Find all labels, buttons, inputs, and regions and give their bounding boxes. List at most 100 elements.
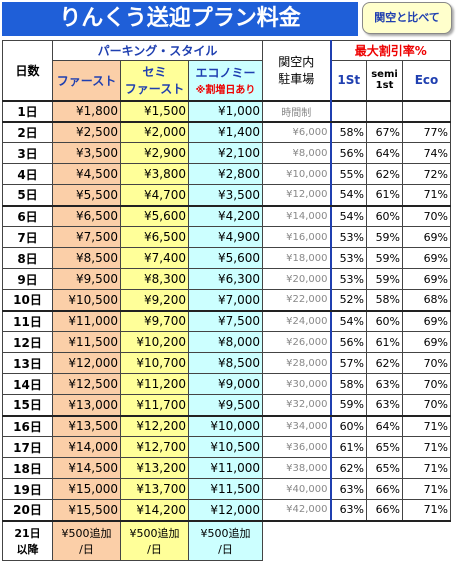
- day-cell: 13日: [2, 352, 53, 374]
- discount-semi: 64%: [366, 142, 404, 164]
- discount-eco: 69%: [402, 226, 452, 248]
- table-row: 7日 ¥7,500 ¥6,500 ¥4,900 ¥16,000 53% 59% 69%: [2, 226, 452, 248]
- discount-first: 62%: [329, 457, 368, 479]
- economy-price: ¥4,900: [187, 226, 264, 248]
- table-row: 1日 ¥1,800 ¥1,500 ¥1,000 時間制: [2, 100, 452, 123]
- kanku-price: ¥32,000: [262, 394, 332, 417]
- discount-first: 53%: [329, 247, 368, 269]
- discount-first: 54%: [329, 184, 368, 207]
- economy-price: ¥2,800: [187, 163, 264, 185]
- discount-semi: 66%: [366, 478, 404, 500]
- day-cell: 20日: [2, 499, 53, 522]
- first-price: ¥14,500: [52, 457, 121, 479]
- first-price: ¥13,500: [52, 415, 121, 437]
- discount-eco: 68%: [402, 289, 452, 312]
- first-price: ¥11,500: [52, 331, 121, 353]
- first-price: ¥4,500: [52, 163, 121, 185]
- header-text: エコノミー: [195, 66, 256, 81]
- header-cell: エコノミー ※割増日あり: [187, 60, 264, 101]
- discount-semi: 59%: [366, 268, 404, 290]
- semi-price: ¥13,200: [120, 457, 189, 479]
- table-row: 17日 ¥14,000 ¥12,700 ¥10,500 ¥36,000 61% 65% 71%: [2, 436, 452, 458]
- discount-eco: 70%: [402, 352, 452, 374]
- discount-semi: 64%: [366, 415, 404, 437]
- discount-first: 52%: [329, 289, 368, 312]
- first-price: ¥10,500: [52, 289, 121, 312]
- day-cell: 14日: [2, 373, 53, 395]
- table-row: 19日 ¥15,000 ¥13,700 ¥11,500 ¥40,000 63% 66% 71%: [2, 478, 452, 500]
- discount-first: 56%: [329, 142, 368, 164]
- kanku-price: ¥16,000: [262, 226, 332, 248]
- economy-price: ¥11,000: [187, 457, 264, 479]
- first-price: ¥3,500: [52, 142, 121, 164]
- header-cell: 1St: [329, 60, 368, 101]
- day-cell: 4日: [2, 163, 53, 185]
- discount-eco: 71%: [402, 415, 452, 437]
- discount-first: 61%: [329, 436, 368, 458]
- first-price: ¥1,800: [52, 100, 121, 123]
- kanku-price: ¥28,000: [262, 352, 332, 374]
- kanku-price: ¥40,000: [262, 478, 332, 500]
- discount-semi: 63%: [366, 373, 404, 395]
- discount-semi: 59%: [366, 226, 404, 248]
- day-cell: 15日: [2, 394, 53, 417]
- header-cell: パーキング・スタイル: [51, 40, 264, 61]
- economy-price: ¥1,000: [187, 100, 264, 123]
- discount-first: 56%: [329, 331, 368, 353]
- header-cell: セミ ファースト: [120, 60, 189, 101]
- header-row: 日数 パーキング・スタイル 関空内 駐車場 最大割引率%: [2, 40, 452, 101]
- economy-price: ¥500追加 /日: [187, 520, 264, 561]
- kanku-price: ¥34,000: [262, 415, 332, 437]
- day-cell: 19日: [2, 478, 53, 500]
- day-cell: 7日: [2, 226, 53, 248]
- header-row: ファースト セミ ファースト エコノミー ※割増日あり 1St semi 1st …: [2, 60, 452, 101]
- discount-first: 63%: [329, 499, 368, 522]
- discount-semi: 61%: [366, 184, 404, 207]
- table-row: 16日 ¥13,500 ¥12,200 ¥10,000 ¥34,000 60% 64% 71%: [2, 415, 452, 437]
- economy-price: ¥7,500: [187, 310, 264, 332]
- discount-eco: 71%: [402, 436, 452, 458]
- economy-price: ¥4,200: [187, 205, 264, 227]
- first-price: ¥13,000: [52, 394, 121, 417]
- economy-price: ¥6,300: [187, 268, 264, 290]
- discount-first: 55%: [329, 163, 368, 185]
- header-cell: Eco: [402, 60, 452, 101]
- discount-semi: 61%: [366, 331, 404, 353]
- discount-semi: 58%: [366, 289, 404, 312]
- semi-price: ¥13,700: [120, 478, 189, 500]
- price-table: 日数 パーキング・スタイル 関空内 駐車場 最大割引率% ファースト セミ ファ…: [2, 40, 452, 561]
- discount-semi: 60%: [366, 205, 404, 227]
- title: りんくう送迎プラン料金: [2, 2, 358, 36]
- economy-price: ¥9,000: [187, 373, 264, 395]
- discount-first: 54%: [329, 205, 368, 227]
- economy-price: ¥12,000: [187, 499, 264, 522]
- first-price: ¥2,500: [52, 121, 121, 143]
- first-price: ¥12,500: [52, 373, 121, 395]
- economy-price: ¥9,500: [187, 394, 264, 417]
- kanku-price: ¥8,000: [262, 142, 332, 164]
- kanku-price: ¥14,000: [262, 205, 332, 227]
- day-cell: 17日: [2, 436, 53, 458]
- first-price: ¥14,000: [52, 436, 121, 458]
- discount-semi: 66%: [366, 499, 404, 522]
- day-cell: 5日: [2, 184, 53, 207]
- semi-price: ¥7,400: [120, 247, 189, 269]
- day-cell: 12日: [2, 331, 53, 353]
- compare-badge[interactable]: 関空と比べて: [362, 2, 452, 34]
- semi-price: ¥5,600: [120, 205, 189, 227]
- discount-eco: 71%: [402, 457, 452, 479]
- first-price: ¥11,000: [52, 310, 121, 332]
- day-cell: 21日 以降: [2, 520, 53, 561]
- day-cell: 10日: [2, 289, 53, 312]
- day-cell: 18日: [2, 457, 53, 479]
- header-note: ※割増日あり: [195, 85, 256, 97]
- semi-price: ¥10,200: [120, 331, 189, 353]
- table-row: 10日 ¥10,500 ¥9,200 ¥7,000 ¥22,000 52% 58% 68%: [2, 289, 452, 312]
- discount-eco: 69%: [402, 310, 452, 332]
- kanku-price: ¥26,000: [262, 331, 332, 353]
- economy-price: ¥8,500: [187, 352, 264, 374]
- table-row: 18日 ¥14,500 ¥13,200 ¥11,000 ¥38,000 62% 65% 71%: [2, 457, 452, 479]
- first-price: ¥7,500: [52, 226, 121, 248]
- discount-eco: 69%: [402, 247, 452, 269]
- header-cell: ファースト: [52, 60, 121, 101]
